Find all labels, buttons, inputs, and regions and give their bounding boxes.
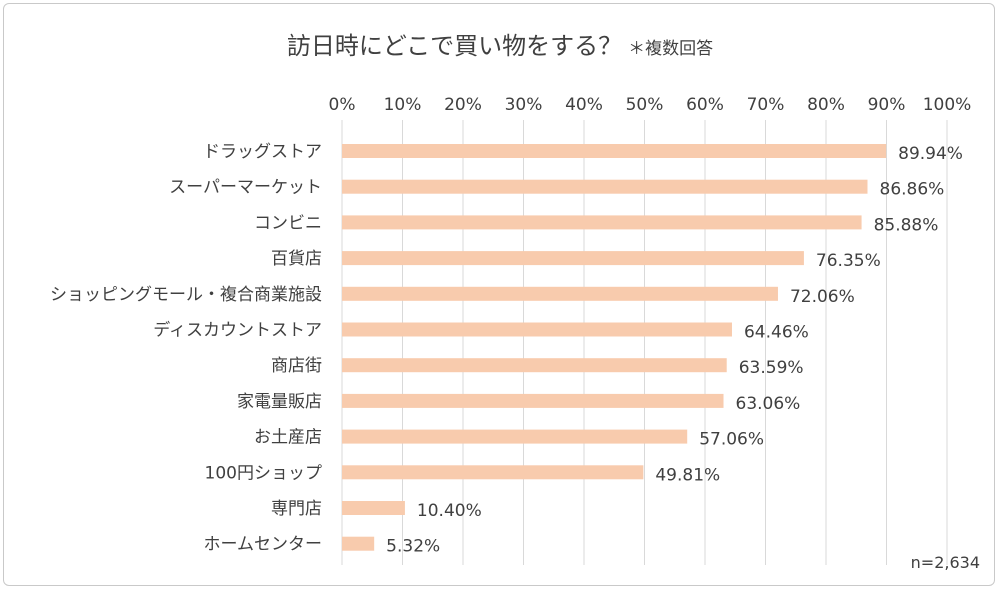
category-label: コンビニ xyxy=(254,213,322,233)
category-label: 百貨店 xyxy=(271,249,322,269)
data-label: 72.06% xyxy=(790,287,855,307)
bar xyxy=(342,393,724,408)
bar xyxy=(342,215,862,230)
bar xyxy=(342,358,727,373)
data-label: 5.32% xyxy=(386,537,440,557)
category-label: 専門店 xyxy=(271,499,322,519)
data-label: 76.35% xyxy=(816,251,881,271)
bar xyxy=(342,429,688,444)
value-labels: 89.94% 86.86% 85.88% 76.35% 72.06% 64.46% 63.5… xyxy=(386,144,963,557)
x-tick-label: 70% xyxy=(747,95,785,115)
x-tick-label: 10% xyxy=(384,95,422,115)
category-labels: ドラッグストアスーパーマーケットコンビニ百貨店ショッピングモール・複合商業施設デ… xyxy=(50,142,322,555)
bars xyxy=(342,144,887,551)
data-label: 85.88% xyxy=(874,215,939,235)
bar xyxy=(342,465,644,480)
sample-size-note: n=2,634 xyxy=(910,553,980,572)
bar xyxy=(342,536,375,551)
bar xyxy=(342,179,868,194)
x-axis-ticks: 0% 10% 20% 30% 40% 50% 60% 70% 80% 90% 100% xyxy=(329,95,972,115)
x-tick-label: 50% xyxy=(626,95,664,115)
x-tick-label: 40% xyxy=(565,95,603,115)
data-label: 63.06% xyxy=(736,394,801,414)
bar xyxy=(342,322,732,337)
bar xyxy=(342,501,405,515)
bar xyxy=(342,286,778,301)
data-label: 10.40% xyxy=(417,501,482,521)
x-tick-label: 0% xyxy=(329,95,356,115)
bar xyxy=(342,144,887,158)
data-label: 86.86% xyxy=(880,180,945,200)
x-tick-label: 90% xyxy=(868,95,906,115)
x-tick-label: 60% xyxy=(686,95,724,115)
category-label: スーパーマーケット xyxy=(169,178,322,198)
data-label: 89.94% xyxy=(898,144,963,164)
category-label: 家電量販店 xyxy=(237,392,322,412)
bar xyxy=(342,251,804,266)
category-label: 100円ショップ xyxy=(205,463,322,483)
x-tick-label: 20% xyxy=(444,95,482,115)
category-label: 商店街 xyxy=(271,356,322,376)
chart-title-area: 訪日時にどこで買い物をする？ ＊複数回答 xyxy=(0,26,1000,61)
category-label: ホームセンター xyxy=(204,535,323,555)
x-tick-label: 80% xyxy=(807,95,845,115)
category-label: お土産店 xyxy=(254,428,322,448)
category-label: ショッピングモール・複合商業施設 xyxy=(50,285,322,305)
x-tick-label: 30% xyxy=(505,95,543,115)
chart-subtitle: ＊複数回答 xyxy=(628,39,714,59)
chart-title: 訪日時にどこで買い物をする？ xyxy=(286,32,623,60)
data-label: 63.59% xyxy=(739,358,804,378)
category-label: ドラッグストア xyxy=(203,142,322,162)
data-label: 64.46% xyxy=(744,323,809,343)
x-tick-label: 100% xyxy=(923,95,972,115)
data-label: 49.81% xyxy=(655,465,720,485)
category-label: ディスカウントストア xyxy=(153,320,322,341)
gridlines xyxy=(341,120,948,565)
data-label: 57.06% xyxy=(699,430,764,450)
